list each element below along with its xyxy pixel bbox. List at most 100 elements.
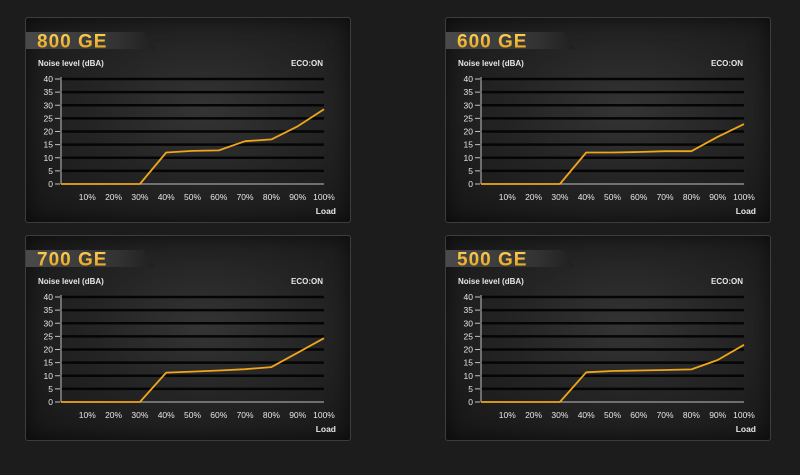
title-banner xyxy=(26,250,155,267)
x-axis-label: Load xyxy=(736,206,756,216)
y-tick-label: 40 xyxy=(44,292,54,302)
y-tick-label: 10 xyxy=(464,371,474,381)
x-tick-label: 60% xyxy=(630,410,647,420)
x-tick-label: 30% xyxy=(551,192,568,202)
chart-title: 800 GE xyxy=(37,32,107,53)
x-tick-label: 100% xyxy=(313,192,335,202)
x-tick-label: 90% xyxy=(709,192,726,202)
eco-status: ECO:ON xyxy=(291,277,323,286)
y-tick-label: 10 xyxy=(464,153,474,163)
x-tick-label: 80% xyxy=(263,192,280,202)
x-tick-label: 100% xyxy=(733,192,755,202)
series-line xyxy=(481,344,745,403)
noise-chart: 800 GE Noise level (dBA) ECO:ON 0 5 10 15 20 25 3… xyxy=(26,32,336,216)
y-tick-label: 35 xyxy=(44,305,54,315)
y-axis-label: Noise level (dBA) xyxy=(458,277,524,286)
noise-chart: 700 GE Noise level (dBA) ECO:ON 0 5 10 15 20 25 3… xyxy=(26,250,336,434)
x-tick-label: 70% xyxy=(237,410,254,420)
y-tick-label: 35 xyxy=(464,305,474,315)
y-tick-label: 5 xyxy=(48,166,53,176)
x-tick-label: 50% xyxy=(184,410,201,420)
y-tick-label: 40 xyxy=(464,292,474,302)
y-tick-label: 25 xyxy=(44,113,54,123)
y-tick-label: 40 xyxy=(464,74,474,84)
y-tick-label: 40 xyxy=(44,74,54,84)
chart-panel-700ge: 700 GE Noise level (dBA) ECO:ON 0 5 10 15 20 25 3… xyxy=(25,235,351,441)
y-tick-label: 35 xyxy=(44,87,54,97)
x-tick-label: 70% xyxy=(237,192,254,202)
y-tick-label: 15 xyxy=(44,140,54,150)
x-tick-label: 40% xyxy=(158,410,175,420)
y-tick-label: 20 xyxy=(44,127,54,137)
chart-title: 600 GE xyxy=(457,32,527,53)
x-tick-label: 100% xyxy=(313,410,335,420)
title-banner xyxy=(446,32,575,49)
x-tick-label: 60% xyxy=(630,192,647,202)
x-tick-label: 20% xyxy=(525,192,542,202)
y-tick-label: 20 xyxy=(464,127,474,137)
y-tick-label: 10 xyxy=(44,371,54,381)
noise-chart: 600 GE Noise level (dBA) ECO:ON 0 5 10 15 20 25 3… xyxy=(446,32,756,216)
title-banner xyxy=(446,250,575,267)
x-tick-label: 90% xyxy=(289,410,306,420)
x-tick-label: 20% xyxy=(105,410,122,420)
x-tick-label: 30% xyxy=(551,410,568,420)
chart-panel-500ge: 500 GE Noise level (dBA) ECO:ON 0 5 10 15 20 25 3… xyxy=(445,235,771,441)
y-tick-label: 0 xyxy=(468,179,473,189)
y-tick-label: 35 xyxy=(464,87,474,97)
x-axis-label: Load xyxy=(316,206,336,216)
chart-panel-600ge: 600 GE Noise level (dBA) ECO:ON 0 5 10 15 20 25 3… xyxy=(445,17,771,223)
x-tick-label: 40% xyxy=(578,410,595,420)
y-tick-label: 15 xyxy=(464,140,474,150)
x-tick-label: 10% xyxy=(499,192,516,202)
y-tick-label: 10 xyxy=(44,153,54,163)
y-tick-label: 5 xyxy=(48,384,53,394)
chart-panel-800ge: 800 GE Noise level (dBA) ECO:ON 0 5 10 15 20 25 3… xyxy=(25,17,351,223)
title-banner xyxy=(26,32,155,49)
x-tick-label: 10% xyxy=(79,192,96,202)
eco-status: ECO:ON xyxy=(711,59,743,68)
x-tick-label: 70% xyxy=(657,192,674,202)
x-tick-label: 10% xyxy=(499,410,516,420)
y-tick-label: 30 xyxy=(44,100,54,110)
y-tick-label: 25 xyxy=(44,331,54,341)
y-tick-label: 25 xyxy=(464,331,474,341)
y-axis-label: Noise level (dBA) xyxy=(38,277,104,286)
x-tick-label: 20% xyxy=(525,410,542,420)
x-axis-label: Load xyxy=(736,424,756,434)
x-tick-label: 70% xyxy=(657,410,674,420)
x-tick-label: 30% xyxy=(131,410,148,420)
x-tick-label: 10% xyxy=(79,410,96,420)
y-tick-label: 20 xyxy=(464,345,474,355)
x-tick-label: 40% xyxy=(578,192,595,202)
y-tick-label: 30 xyxy=(464,318,474,328)
x-tick-label: 30% xyxy=(131,192,148,202)
x-tick-label: 50% xyxy=(604,192,621,202)
x-tick-label: 90% xyxy=(709,410,726,420)
chart-title: 700 GE xyxy=(37,250,107,271)
x-tick-label: 60% xyxy=(210,192,227,202)
x-tick-label: 50% xyxy=(604,410,621,420)
y-tick-label: 30 xyxy=(44,318,54,328)
x-tick-label: 50% xyxy=(184,192,201,202)
series-line xyxy=(481,123,745,185)
x-tick-label: 80% xyxy=(683,410,700,420)
eco-status: ECO:ON xyxy=(291,59,323,68)
y-axis-label: Noise level (dBA) xyxy=(458,59,524,68)
x-axis-label: Load xyxy=(316,424,336,434)
x-tick-label: 60% xyxy=(210,410,227,420)
series-line xyxy=(61,337,325,403)
x-tick-label: 20% xyxy=(105,192,122,202)
y-tick-label: 0 xyxy=(468,397,473,407)
y-tick-label: 20 xyxy=(44,345,54,355)
y-tick-label: 0 xyxy=(48,179,53,189)
y-tick-label: 5 xyxy=(468,166,473,176)
y-tick-label: 30 xyxy=(464,100,474,110)
y-axis-label: Noise level (dBA) xyxy=(38,59,104,68)
y-tick-label: 5 xyxy=(468,384,473,394)
noise-chart: 500 GE Noise level (dBA) ECO:ON 0 5 10 15 20 25 3… xyxy=(446,250,756,434)
y-tick-label: 25 xyxy=(464,113,474,123)
x-tick-label: 40% xyxy=(158,192,175,202)
chart-title: 500 GE xyxy=(457,250,527,271)
x-tick-label: 90% xyxy=(289,192,306,202)
